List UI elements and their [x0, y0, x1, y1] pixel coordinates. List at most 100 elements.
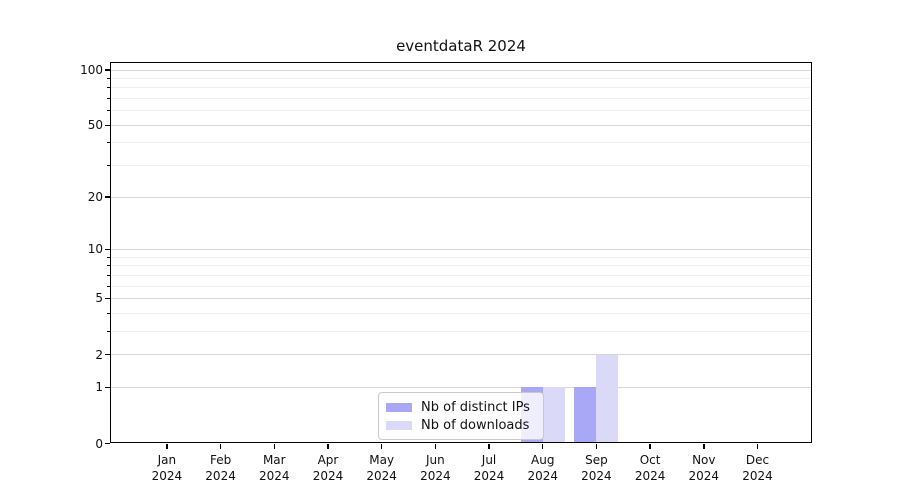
x-tick-label: Jan 2024: [124, 452, 210, 484]
y-axis-minor-tick: [107, 142, 110, 144]
y-axis-minor-tick: [107, 330, 110, 332]
x-axis-tick: [434, 443, 437, 449]
y-axis-major-tick: [105, 386, 110, 389]
minor-gridline: [111, 285, 811, 287]
major-gridline: [111, 124, 811, 126]
chart-title: eventdataR 2024: [396, 37, 526, 55]
x-tick-label: Dec 2024: [714, 452, 800, 484]
x-tick-year: 2024: [205, 469, 236, 483]
bar-sep-ips: [574, 387, 597, 444]
x-tick-label: Aug 2024: [500, 452, 586, 484]
x-tick-label: Feb 2024: [178, 452, 264, 484]
y-axis-major-tick: [105, 297, 110, 300]
minor-gridline: [111, 265, 811, 267]
legend-label: Nb of downloads: [421, 417, 530, 433]
x-axis-tick: [166, 443, 168, 449]
x-tick-label: Sep 2024: [553, 452, 639, 484]
y-axis-minor-tick: [107, 256, 110, 258]
x-axis-tick: [595, 443, 598, 449]
x-tick-year: 2024: [312, 469, 344, 483]
x-tick-year: 2024: [420, 469, 451, 483]
minor-gridline: [111, 142, 811, 144]
x-tick-label: Jul 2024: [446, 452, 532, 484]
x-axis-tick: [756, 443, 759, 449]
y-tick-label: 2: [95, 347, 103, 362]
x-tick-month: Sep: [585, 453, 608, 467]
x-axis-tick: [488, 443, 490, 449]
y-axis-major-tick: [105, 69, 110, 71]
x-tick-year: 2024: [527, 469, 558, 483]
x-axis-tick: [380, 443, 383, 449]
x-tick-label: May 2024: [339, 452, 425, 484]
y-tick-label: 100: [80, 63, 103, 77]
y-axis-minor-tick: [107, 77, 110, 79]
x-tick-month: Nov: [692, 453, 716, 467]
x-tick-year: 2024: [366, 469, 397, 483]
minor-gridline: [111, 77, 811, 79]
legend-swatch: [386, 420, 412, 430]
x-tick-month: Feb: [209, 453, 232, 467]
minor-gridline: [111, 87, 811, 89]
y-tick-label: 1: [95, 380, 103, 395]
x-axis-tick: [541, 443, 544, 449]
legend-swatch: [386, 402, 412, 412]
major-gridline: [111, 386, 811, 388]
y-tick-label: 20: [87, 190, 103, 205]
y-tick-label: 0: [95, 436, 103, 451]
legend-entry: Nb of downloads: [386, 416, 535, 434]
x-tick-year: 2024: [581, 469, 612, 483]
y-axis-major-tick: [105, 442, 110, 445]
x-axis-tick: [703, 443, 705, 449]
x-tick-month: Jan: [157, 453, 177, 467]
x-tick-label: Oct 2024: [607, 452, 693, 484]
x-tick-year: 2024: [634, 469, 666, 483]
x-tick-month: Mar: [262, 453, 286, 467]
x-tick-month: Aug: [531, 453, 555, 467]
x-tick-year: 2024: [473, 469, 505, 483]
plot-border: [110, 62, 812, 443]
x-axis-tick: [327, 443, 329, 449]
x-tick-label: Apr 2024: [285, 452, 371, 484]
x-tick-label: Mar 2024: [231, 452, 317, 484]
y-axis-major-tick: [105, 196, 110, 198]
x-tick-month: Apr: [317, 453, 339, 467]
y-axis-minor-tick: [107, 285, 110, 287]
x-tick-label: Nov 2024: [661, 452, 747, 484]
y-axis-minor-tick: [107, 98, 110, 100]
y-tick-label: 5: [95, 291, 103, 306]
y-tick-label: 50: [87, 118, 103, 133]
major-gridline: [111, 69, 811, 71]
x-tick-year: 2024: [258, 469, 290, 483]
x-tick-month: Jun: [425, 453, 445, 467]
x-tick-year: 2024: [688, 469, 720, 483]
x-axis-tick: [273, 443, 276, 449]
major-gridline: [111, 297, 811, 299]
y-tick-label: 10: [87, 242, 103, 257]
minor-gridline: [111, 110, 811, 112]
y-axis-major-tick: [105, 124, 110, 127]
x-tick-month: Oct: [639, 453, 661, 467]
legend-entry: Nb of distinct IPs: [386, 398, 535, 416]
major-gridline: [111, 248, 811, 250]
x-axis-tick: [219, 443, 222, 449]
minor-gridline: [111, 330, 811, 332]
y-axis-minor-tick: [107, 165, 110, 167]
minor-gridline: [111, 256, 811, 258]
bar-aug-downloads: [542, 387, 565, 444]
x-tick-month: Jul: [481, 453, 497, 467]
legend-label: Nb of distinct IPs: [421, 399, 530, 415]
minor-gridline: [111, 98, 811, 100]
y-axis-minor-tick: [107, 110, 110, 112]
major-gridline: [111, 196, 811, 198]
minor-gridline: [111, 165, 811, 167]
x-tick-month: Dec: [745, 453, 770, 467]
x-tick-label: Jun 2024: [392, 452, 478, 484]
x-tick-month: May: [369, 453, 395, 467]
y-axis-major-tick: [105, 248, 110, 251]
bar-sep-downloads: [596, 354, 619, 444]
minor-gridline: [111, 312, 811, 314]
y-axis-minor-tick: [107, 265, 110, 267]
x-tick-year: 2024: [742, 469, 773, 483]
y-axis-minor-tick: [107, 87, 110, 89]
